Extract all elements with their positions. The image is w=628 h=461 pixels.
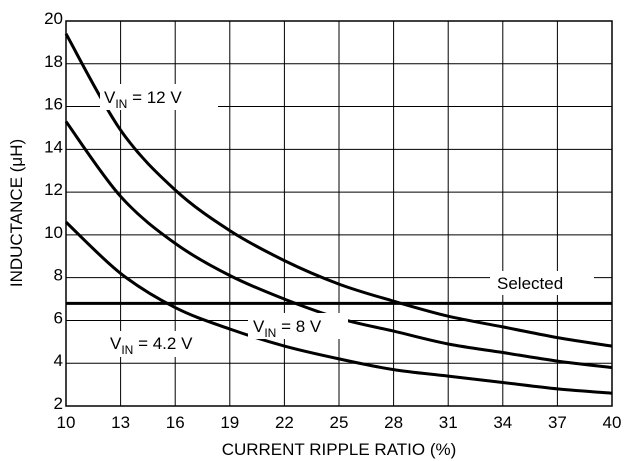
x-tick-label: 13 [111,413,130,432]
x-tick-label: 37 [548,413,567,432]
label-bg-vin42 [106,331,224,357]
x-tick-label: 19 [220,413,239,432]
y-tick-label: 16 [44,95,63,114]
series-line-0 [64,33,613,348]
x-tick-labels: 10 13 16 19 22 25 28 31 34 37 40 [57,413,622,432]
y-tick-label: 6 [54,308,63,327]
x-tick-label: 10 [57,413,76,432]
x-tick-label: 22 [275,413,294,432]
y-axis-title: INDUCTANCE (μH) [7,139,26,287]
x-tick-label: 34 [493,413,512,432]
label-vin42: VIN = 4.2 V [110,334,193,357]
y-tick-label: 10 [44,223,63,242]
y-tick-label: 8 [54,266,63,285]
label-bg-vin8 [248,313,348,339]
y-tick-label: 12 [44,180,63,199]
series-line-2 [64,221,613,395]
x-tick-label: 28 [384,413,403,432]
x-tick-label: 25 [330,413,349,432]
x-tick-label: 40 [603,413,622,432]
label-bg-selected [490,271,594,295]
label-selected: Selected [497,274,563,293]
y-tick-label: 20 [44,9,63,28]
plot-frame [65,20,613,407]
x-tick-label: 31 [439,413,458,432]
y-tick-label: 18 [44,52,63,71]
x-axis-title: CURRENT RIPPLE RATIO (%) [222,440,457,459]
label-vin8: VIN = 8 V [253,317,322,340]
label-vin12: VIN = 12 V [104,88,182,111]
label-bg-vin12 [100,84,218,110]
x-tick-label: 16 [166,413,185,432]
y-tick-label: 2 [54,394,63,413]
y-tick-labels: 2 4 6 8 10 12 14 16 18 20 [44,9,63,413]
y-tick-label: 4 [54,351,63,370]
y-tick-label: 14 [44,137,63,156]
